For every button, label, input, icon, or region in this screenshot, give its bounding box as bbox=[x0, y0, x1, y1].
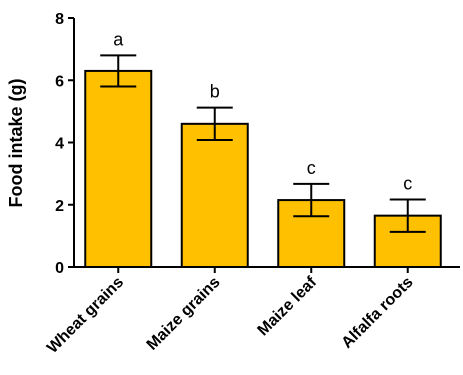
y-tick-label: 4 bbox=[55, 136, 64, 153]
bar bbox=[277, 199, 346, 268]
x-tick-label: Maize grains bbox=[144, 274, 224, 354]
y-tick-label: 2 bbox=[55, 198, 64, 215]
significance-letter: c bbox=[403, 173, 412, 193]
x-tick-label: Wheat grains bbox=[44, 274, 127, 357]
y-axis-label: Food intake (g) bbox=[6, 79, 26, 208]
y-tick-label: 6 bbox=[55, 73, 64, 90]
x-tick-label: Maize leaf bbox=[255, 273, 321, 339]
significance-letter: c bbox=[307, 158, 316, 178]
y-tick-label: 0 bbox=[55, 260, 64, 277]
x-tick-label: Alfalfa roots bbox=[339, 274, 417, 352]
bar bbox=[84, 69, 153, 268]
significance-letter: a bbox=[113, 29, 124, 49]
significance-letter: b bbox=[210, 82, 220, 102]
chart-bars bbox=[84, 54, 442, 269]
y-tick-label: 8 bbox=[55, 11, 64, 28]
bar bbox=[180, 122, 249, 268]
